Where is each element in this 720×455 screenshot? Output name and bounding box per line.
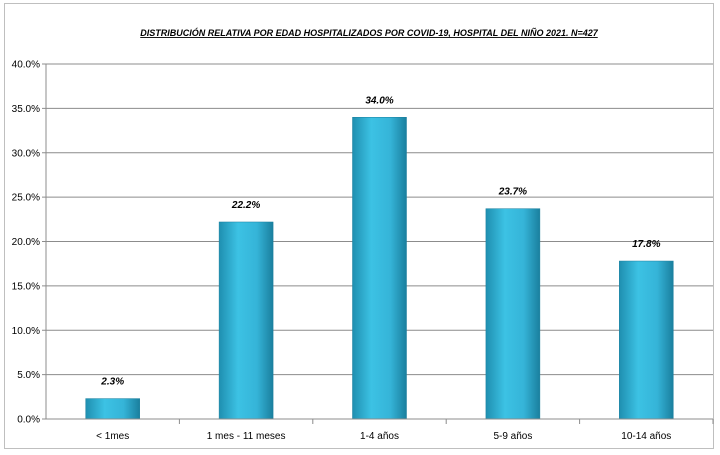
bar [85,398,140,420]
data-labels: 2.3% 22.2% 34.0% 23.7% 17.8% [100,95,660,387]
chart-title: DISTRIBUCIÓN RELATIVA POR EDAD HOSPITALI… [140,27,598,38]
y-tick-label: 10.0% [12,326,40,337]
y-tick-label: 5.0% [17,370,40,381]
bar [485,208,541,420]
bars [85,117,674,420]
x-tick-label: 10-14 años [621,431,671,442]
bar [619,260,674,420]
bar [218,221,274,420]
axes [45,64,713,420]
y-tick-label: 20.0% [12,237,40,248]
y-tick-label: 15.0% [12,281,40,292]
y-tick-label: 40.0% [12,60,40,71]
bar [352,117,407,420]
y-axis-ticks: 0.0% 5.0% 10.0% 15.0% 20.0% 25.0% 30.0% 35.0% 40… [12,60,40,426]
x-axis-ticks: < 1mes 1 mes - 11 meses 1-4 años 5-9 años 10… [96,419,714,442]
y-tick-label: 30.0% [12,148,40,159]
data-label: 17.8% [632,239,660,250]
y-tick-label: 25.0% [12,193,40,204]
x-tick-label: 1-4 años [360,431,399,442]
x-tick-label: 1 mes - 11 meses [207,431,286,442]
data-label: 2.3% [100,377,124,388]
data-label: 34.0% [365,95,393,106]
data-label: 23.7% [498,187,527,198]
y-tick-label: 35.0% [12,104,40,115]
x-tick-label: 5-9 años [493,431,532,442]
data-label: 22.2% [231,200,260,211]
y-tick-label: 0.0% [17,415,40,426]
x-tick-label: < 1mes [96,431,129,442]
